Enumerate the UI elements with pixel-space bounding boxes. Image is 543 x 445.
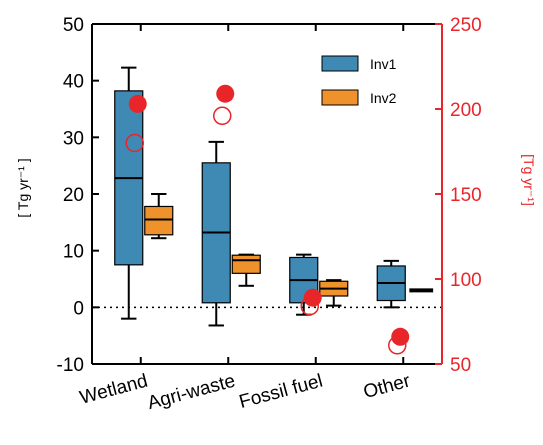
y-tick-label-left: 0: [73, 298, 84, 319]
y-tick-label-left: 20: [63, 185, 84, 206]
legend: Inv1 Inv2: [321, 55, 397, 106]
y-tick-label-left: 30: [63, 128, 84, 149]
legend-swatch-inv1: [321, 55, 359, 72]
box-inv2: [144, 205, 174, 236]
right-axis-points-layer: [125, 84, 410, 355]
filled-point: [391, 327, 410, 346]
y-axis-title-right: [Tg yr⁻¹]: [521, 154, 537, 206]
y-tick-label-right: 150: [450, 185, 482, 206]
category-label: Agri-waste: [145, 371, 237, 415]
y-tick-label-left: 50: [63, 15, 84, 36]
filled-point: [303, 288, 322, 307]
legend-label-inv2: Inv2: [370, 90, 397, 106]
y-axis-title-left: [ Tg yr⁻¹ ]: [15, 158, 31, 217]
filled-point: [216, 84, 235, 103]
y-tick-label-left: -10: [57, 355, 84, 376]
open-point: [125, 133, 144, 153]
category-label: Fossil fuel: [237, 371, 325, 413]
y-tick-label-left: 40: [63, 72, 84, 93]
y-tick-label-left: 10: [63, 242, 84, 263]
y-tick-label-right: 100: [450, 270, 482, 291]
y-tick-label-right: 250: [450, 15, 482, 36]
y-tick-label-right: 50: [450, 355, 471, 376]
box-layer: [114, 66, 434, 327]
category-label: Wetland: [78, 371, 150, 409]
filled-point: [128, 94, 147, 113]
legend-swatch-inv2: [321, 89, 359, 106]
box-inv2: [231, 254, 261, 274]
category-label: Other: [361, 370, 413, 403]
y-tick-label-right: 200: [450, 100, 482, 121]
legend-label-inv1: Inv1: [370, 56, 397, 72]
open-point: [213, 106, 232, 126]
